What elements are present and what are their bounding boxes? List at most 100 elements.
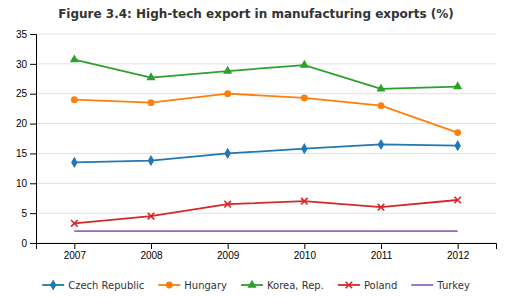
y-tick-label: 10 xyxy=(16,178,28,189)
legend-swatch xyxy=(411,284,433,286)
series-markers xyxy=(71,90,461,136)
x-tick-mark xyxy=(74,243,75,249)
x-tick-mark xyxy=(458,243,459,249)
x-tick-label: 2009 xyxy=(217,250,240,261)
marker xyxy=(378,102,385,109)
legend-label: Turkey xyxy=(436,280,470,291)
marker xyxy=(376,84,385,92)
y-tick-mark xyxy=(30,94,36,95)
x-tick: 2008 xyxy=(140,243,163,261)
x-tick-label: 2011 xyxy=(371,250,393,261)
y-tick-label: 0 xyxy=(21,238,27,249)
y-tick: 10 xyxy=(16,178,36,189)
y-tick: 0 xyxy=(21,238,36,249)
y-tick-mark xyxy=(30,183,36,184)
y-axis-line xyxy=(30,35,37,244)
marker xyxy=(71,96,78,103)
y-tick: 15 xyxy=(16,148,36,159)
series-line xyxy=(74,144,457,162)
marker xyxy=(146,72,155,80)
grid xyxy=(36,34,496,243)
x-tick: 2012 xyxy=(447,243,470,261)
marker xyxy=(223,66,232,74)
legend-label: Czech Republic xyxy=(68,280,144,291)
y-tick: 30 xyxy=(16,59,36,70)
y-tick-label: 20 xyxy=(16,118,28,129)
grid-line xyxy=(36,153,496,154)
x-tick: 2009 xyxy=(217,243,240,261)
series-markers xyxy=(71,197,461,227)
x-tick-label: 2007 xyxy=(64,250,87,261)
marker xyxy=(300,60,309,68)
x-tick-mark xyxy=(381,243,382,249)
y-tick-label: 30 xyxy=(16,59,28,70)
y-tick-label: 35 xyxy=(16,29,28,40)
marker xyxy=(224,90,231,97)
legend-label: Korea, Rep. xyxy=(267,280,324,291)
marker xyxy=(454,129,461,136)
marker xyxy=(454,197,461,204)
x-tick: 2007 xyxy=(64,243,87,261)
y-tick-label: 5 xyxy=(21,208,27,219)
marker xyxy=(301,95,308,102)
series-line xyxy=(74,230,457,232)
legend-label: Poland xyxy=(364,280,397,291)
marker xyxy=(148,99,155,106)
y-tick: 35 xyxy=(16,29,36,40)
chart: Figure 3.4: High-tech export in manufact… xyxy=(0,0,512,297)
marker xyxy=(71,157,77,168)
legend-item: Czech Republic xyxy=(42,279,144,290)
marker xyxy=(453,81,462,89)
legend-item: Poland xyxy=(338,280,397,291)
x-tick: 2011 xyxy=(371,243,393,261)
legend: Czech Republic Hungary Korea, Rep. Poland Tu… xyxy=(42,279,470,290)
marker xyxy=(454,140,460,151)
x-tick-label: 2008 xyxy=(140,250,163,261)
y-tick-mark xyxy=(30,153,36,154)
x-tick-mark xyxy=(304,243,305,249)
y-tick: 20 xyxy=(16,118,36,129)
title: Figure 3.4: High-tech export in manufact… xyxy=(58,7,454,21)
marker xyxy=(70,54,79,62)
marker xyxy=(224,201,231,208)
marker xyxy=(148,155,154,166)
y-tick: 5 xyxy=(21,208,36,219)
x-tick-label: 2010 xyxy=(294,250,317,261)
marker xyxy=(378,139,384,150)
legend-item: Korea, Rep. xyxy=(241,280,324,291)
y-tick: 25 xyxy=(16,88,36,99)
series-line xyxy=(74,200,457,223)
y-axis: 0 5 10 15 20 25 30 35 xyxy=(16,29,37,249)
marker xyxy=(224,148,230,159)
x-tick-mark xyxy=(228,243,229,249)
grid-line xyxy=(36,123,496,124)
y-tick-mark xyxy=(30,213,36,214)
x-tick-label: 2012 xyxy=(447,250,470,261)
grid-line xyxy=(36,34,496,35)
plot: 2007 2008 2009 2010 2011 2012 0 5 10 15 20 25 30 35 xyxy=(16,29,497,261)
legend-marker xyxy=(346,282,353,289)
legend-item: Hungary xyxy=(158,280,227,291)
legend-marker xyxy=(247,280,256,288)
y-tick-label: 15 xyxy=(16,148,28,159)
marker xyxy=(71,220,78,227)
grid-line xyxy=(36,93,496,94)
grid-line xyxy=(36,183,496,184)
legend-item: Turkey xyxy=(411,280,470,291)
marker xyxy=(378,204,385,211)
x-axis-line xyxy=(37,244,497,250)
y-tick-label: 25 xyxy=(16,88,28,99)
y-tick-mark xyxy=(30,64,36,65)
y-tick-mark xyxy=(30,243,36,244)
series-line xyxy=(74,60,457,89)
x-tick-mark xyxy=(151,243,152,249)
legend-marker xyxy=(50,279,56,290)
series-line xyxy=(74,94,457,133)
legend-marker xyxy=(166,282,173,289)
y-tick-mark xyxy=(30,34,36,35)
series-markers xyxy=(71,139,461,168)
series-markers xyxy=(70,54,462,91)
legend-label: Hungary xyxy=(184,280,227,291)
marker xyxy=(301,198,308,205)
x-tick: 2010 xyxy=(294,243,317,261)
